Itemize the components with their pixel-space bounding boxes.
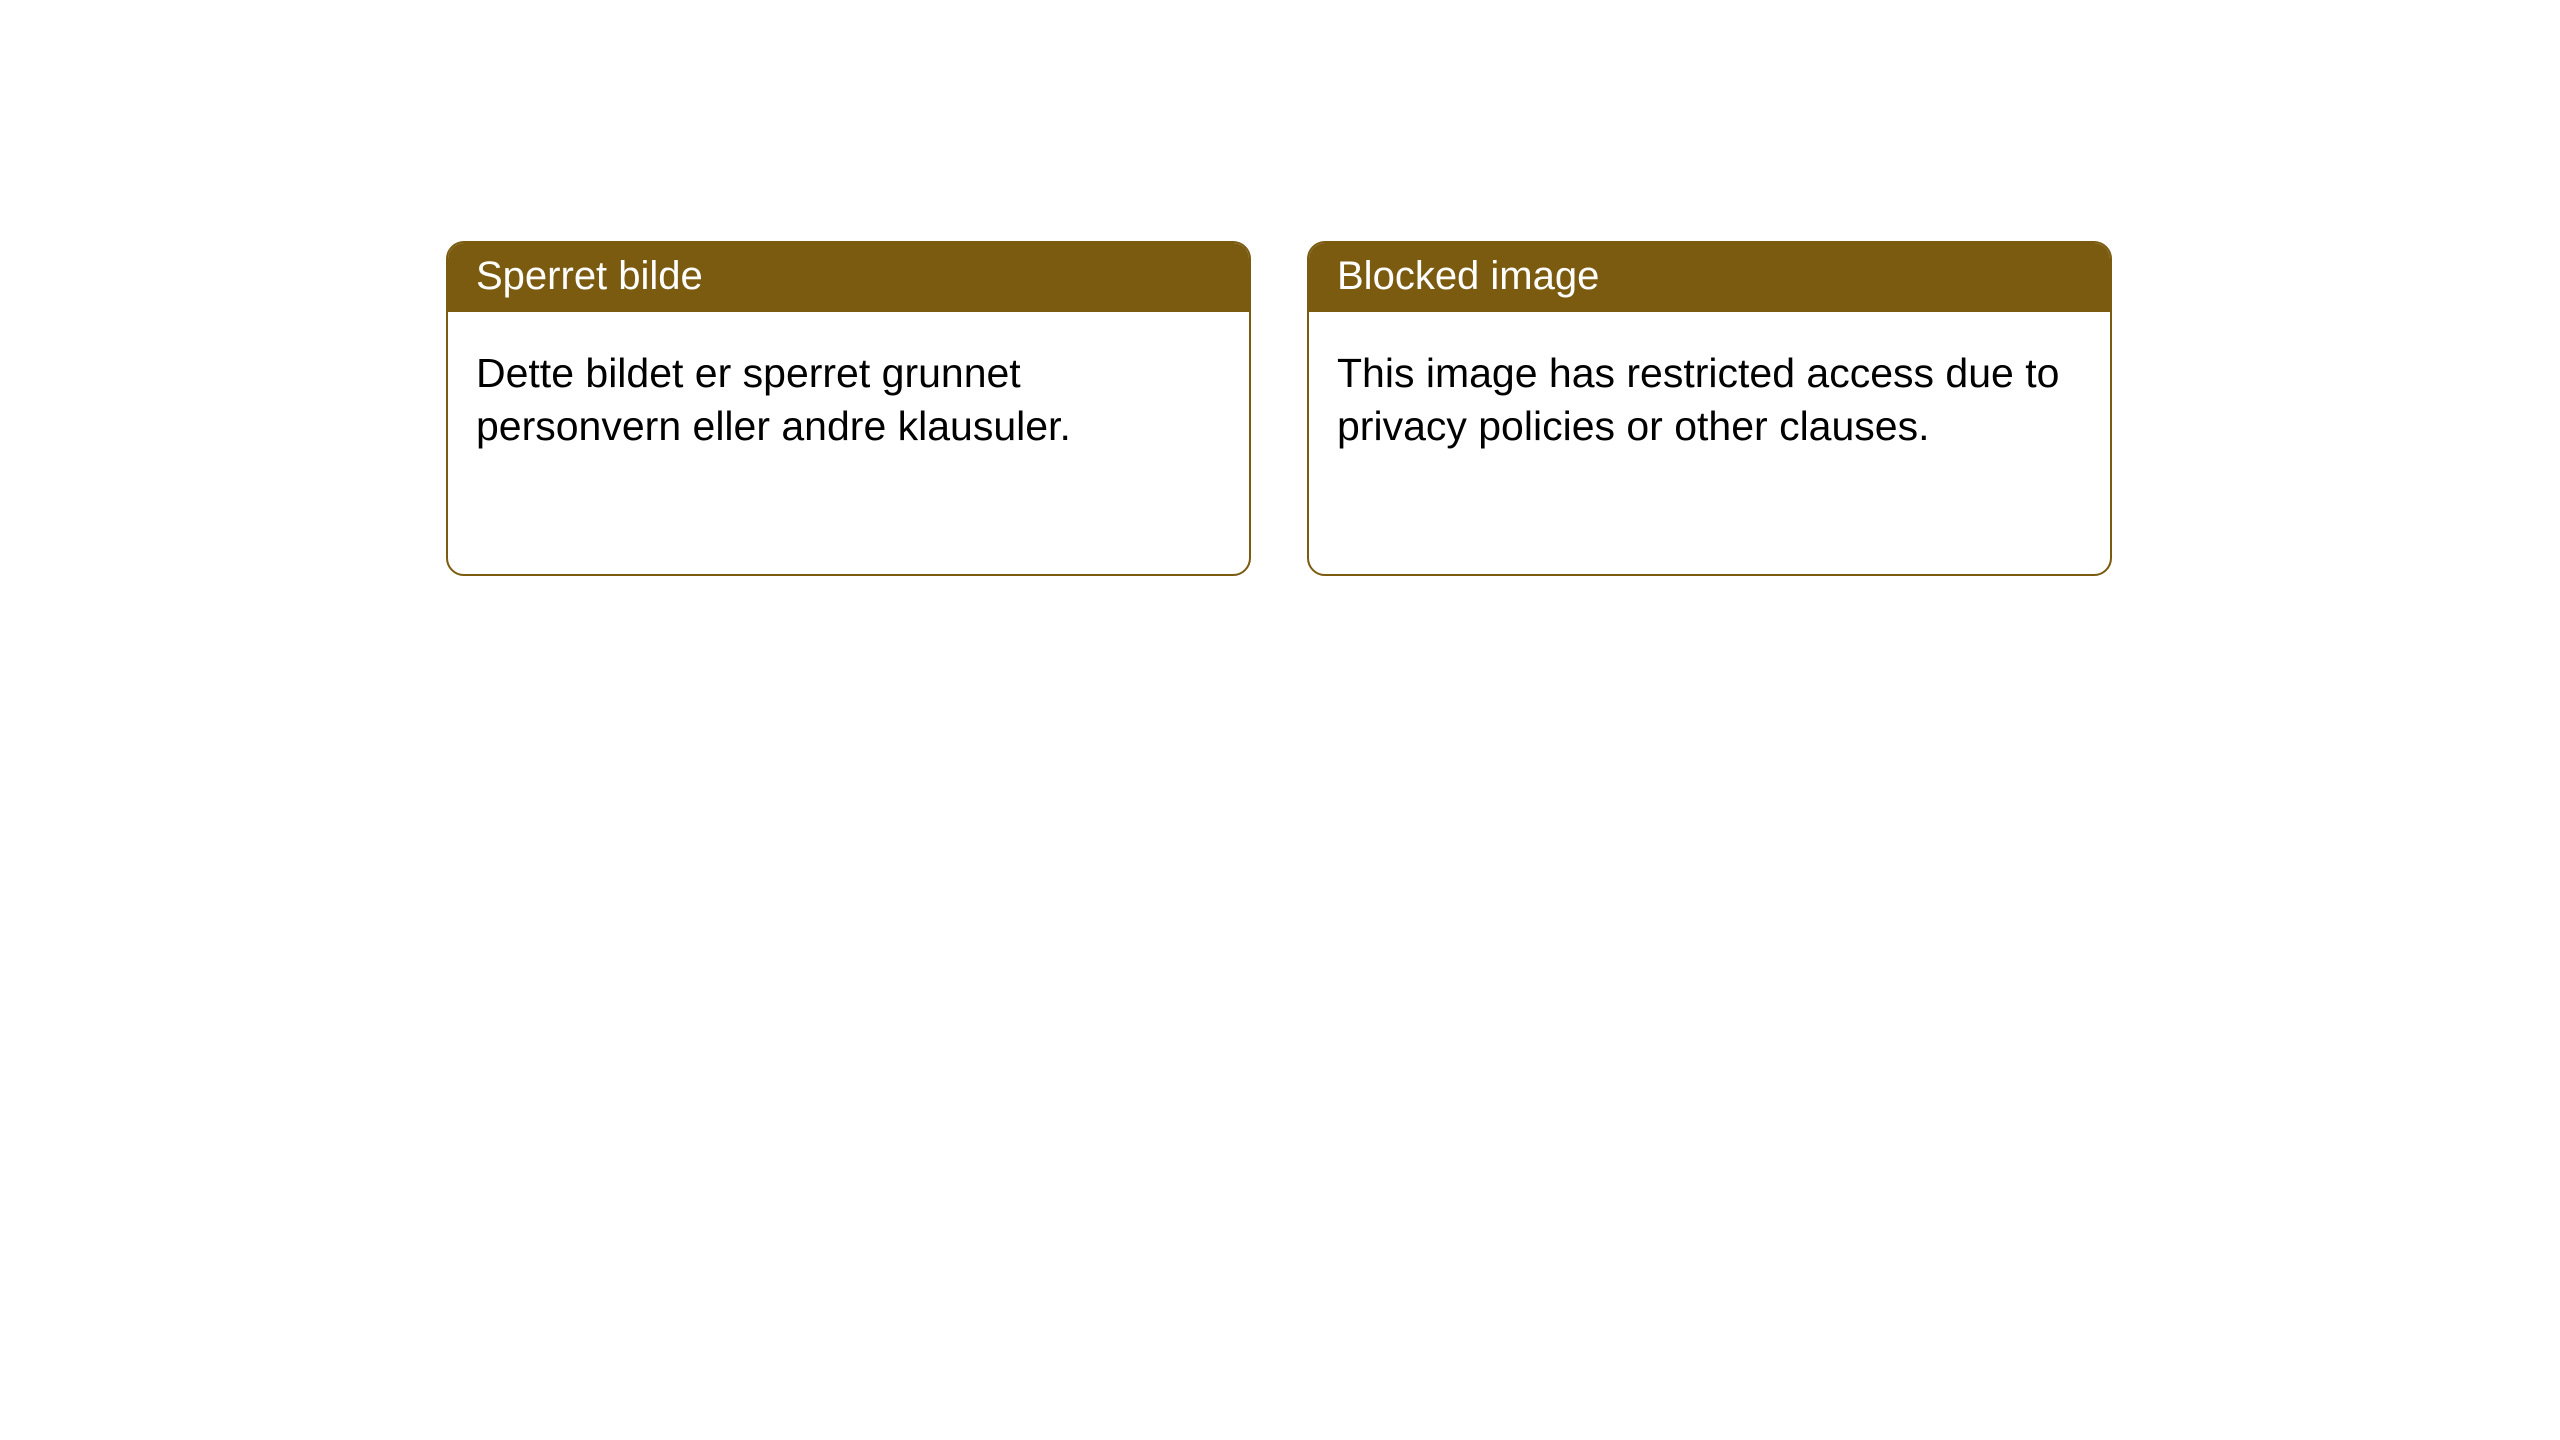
card-body-text-no: Dette bildet er sperret grunnet personve… (476, 350, 1071, 449)
card-header-en: Blocked image (1309, 243, 2110, 312)
card-body-no: Dette bildet er sperret grunnet personve… (448, 312, 1249, 481)
card-body-text-en: This image has restricted access due to … (1337, 350, 2059, 449)
card-title-en: Blocked image (1337, 254, 1599, 298)
card-header-no: Sperret bilde (448, 243, 1249, 312)
blocked-image-card-en: Blocked image This image has restricted … (1307, 241, 2112, 576)
card-body-en: This image has restricted access due to … (1309, 312, 2110, 481)
blocked-image-card-no: Sperret bilde Dette bildet er sperret gr… (446, 241, 1251, 576)
card-title-no: Sperret bilde (476, 254, 703, 298)
notice-cards-container: Sperret bilde Dette bildet er sperret gr… (446, 241, 2112, 576)
